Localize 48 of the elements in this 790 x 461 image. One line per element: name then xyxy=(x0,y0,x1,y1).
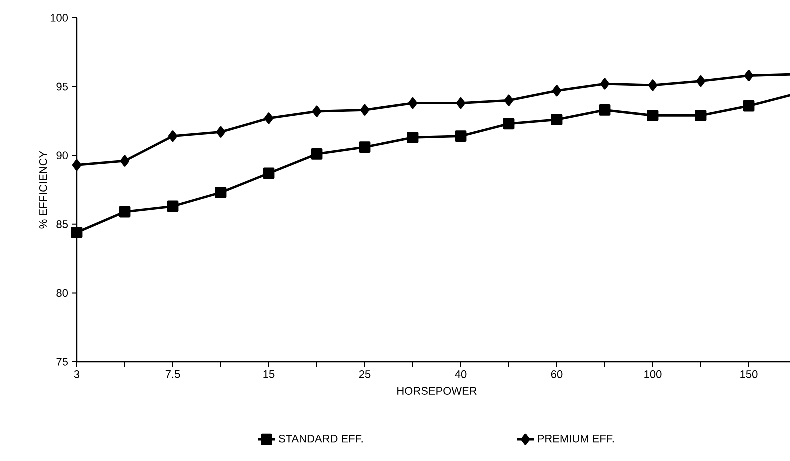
point xyxy=(599,104,611,116)
y-tick-label: 80 xyxy=(56,289,68,298)
point xyxy=(407,132,419,144)
legend-label: PREMIUM EFF. xyxy=(538,435,614,443)
point xyxy=(359,142,371,154)
point xyxy=(119,206,131,218)
y-axis-title: % EFFICIENCY xyxy=(39,151,48,229)
y-tick-label: 90 xyxy=(56,152,68,160)
x-axis-title: HORSEPOWER xyxy=(398,387,477,395)
x-tick-label: 150 xyxy=(740,370,758,378)
x-tick-label: 25 xyxy=(359,370,371,378)
y-tick-label: 95 xyxy=(56,82,68,91)
point xyxy=(551,114,563,126)
x-tick-label: 60 xyxy=(551,370,563,378)
point xyxy=(311,148,323,160)
x-tick-label: 100 xyxy=(644,370,662,378)
y-tick-label: 75 xyxy=(56,358,68,366)
point xyxy=(263,168,275,180)
x-tick-label: 3 xyxy=(74,370,80,378)
legend-label: STANDARD EFF. xyxy=(279,435,363,443)
point xyxy=(455,130,467,142)
x-tick-label: 15 xyxy=(264,370,275,378)
point xyxy=(503,118,515,130)
point xyxy=(600,78,610,90)
point xyxy=(167,200,179,212)
point xyxy=(647,110,659,122)
point xyxy=(408,98,418,110)
point xyxy=(120,155,130,167)
point xyxy=(312,106,322,118)
point xyxy=(216,126,226,138)
point xyxy=(360,104,370,116)
point xyxy=(696,76,706,87)
point xyxy=(72,160,82,171)
point xyxy=(168,130,178,142)
point xyxy=(71,226,83,238)
y-tick-label: 100 xyxy=(50,14,68,22)
point xyxy=(504,94,514,106)
point xyxy=(456,98,466,110)
point xyxy=(552,85,562,97)
y-tick-label: 85 xyxy=(56,220,68,228)
point xyxy=(648,80,658,92)
point xyxy=(743,100,755,112)
point xyxy=(215,187,227,198)
x-tick-label: 7.5 xyxy=(166,370,180,378)
x-tick-label: 40 xyxy=(455,370,467,378)
point xyxy=(695,110,707,122)
point xyxy=(264,112,274,124)
point xyxy=(744,70,754,82)
